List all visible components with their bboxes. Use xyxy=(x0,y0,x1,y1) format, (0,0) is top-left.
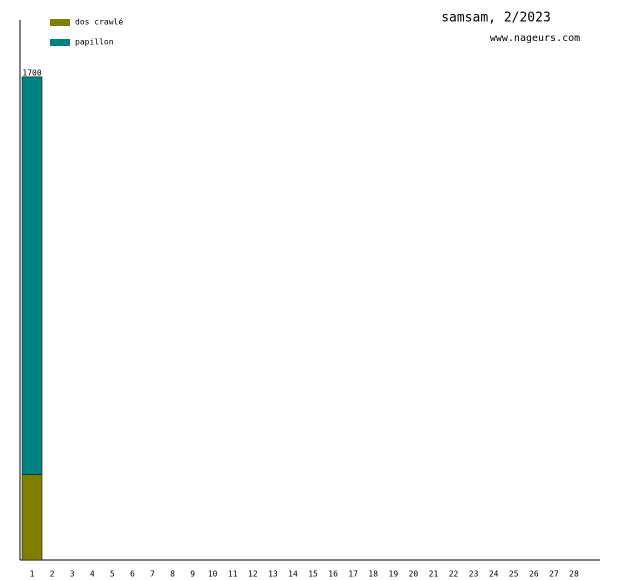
chart-title: samsam, 2/2023 xyxy=(441,11,551,26)
bar-segment xyxy=(21,474,43,561)
x-tick-label: 23 xyxy=(469,570,479,579)
x-tick-label: 10 xyxy=(208,570,218,579)
x-tick-label: 16 xyxy=(328,570,338,579)
x-tick-label: 21 xyxy=(429,570,439,579)
x-tick-label: 6 xyxy=(130,570,135,579)
x-tick-label: 5 xyxy=(110,570,115,579)
x-tick-label: 27 xyxy=(549,570,559,579)
x-tick-label: 26 xyxy=(529,570,539,579)
x-tick-label: 8 xyxy=(170,570,175,579)
x-tick-label: 13 xyxy=(268,570,278,579)
x-tick-label: 22 xyxy=(449,570,459,579)
x-tick-label: 9 xyxy=(190,570,195,579)
legend-label: dos crawlé xyxy=(75,17,123,27)
x-tick-label: 14 xyxy=(288,570,298,579)
x-tick-label: 15 xyxy=(308,570,318,579)
x-tick-label: 11 xyxy=(228,570,238,579)
x-tick-label: 25 xyxy=(509,570,519,579)
x-tick-label: 28 xyxy=(569,570,579,579)
x-tick-label: 7 xyxy=(150,570,155,579)
x-tick-label: 18 xyxy=(368,570,378,579)
chart-subtitle: www.nageurs.com xyxy=(490,33,580,44)
x-tick-label: 20 xyxy=(409,570,419,579)
x-tick-label: 1 xyxy=(30,570,35,579)
bar-segment xyxy=(21,76,43,475)
x-tick-label: 2 xyxy=(50,570,55,579)
legend-label: papillon xyxy=(75,38,114,47)
x-tick-label: 12 xyxy=(248,570,258,579)
x-tick-label: 24 xyxy=(489,570,499,579)
x-tick-label: 4 xyxy=(90,570,95,579)
x-tick-label: 3 xyxy=(70,570,75,579)
x-tick-label: 17 xyxy=(348,570,358,579)
legend-swatch xyxy=(50,39,70,46)
total-label: 1700 xyxy=(22,68,41,77)
x-tick-label: 19 xyxy=(389,570,399,579)
legend-swatch xyxy=(50,19,70,26)
